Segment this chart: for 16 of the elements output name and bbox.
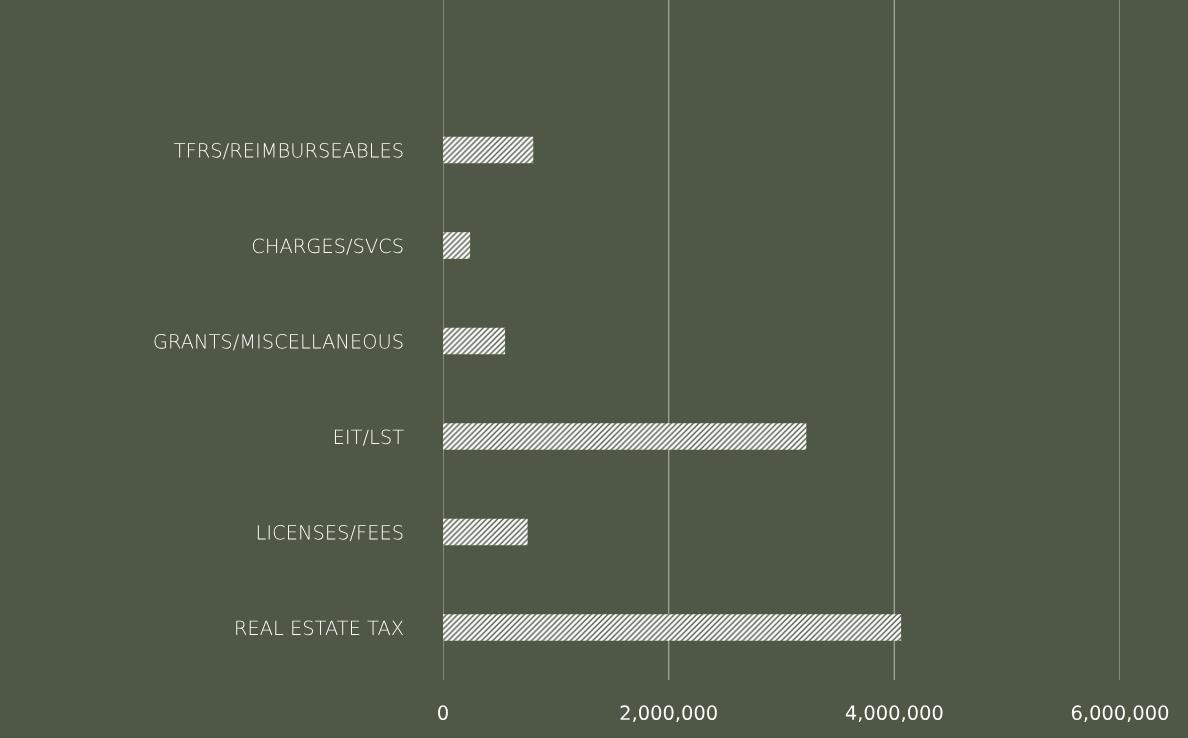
y-tick-label: CHARGES/SVCS bbox=[252, 238, 403, 255]
x-tick-label: 2,000,000 bbox=[620, 705, 717, 723]
y-tick-label: GRANTS/MISCELLANEOUS bbox=[154, 333, 403, 351]
bar bbox=[443, 423, 807, 450]
bar bbox=[443, 136, 534, 164]
x-tick-label: 0 bbox=[438, 705, 448, 721]
bar bbox=[443, 614, 902, 641]
bar bbox=[443, 518, 528, 546]
y-tick-label: LICENSES/FEES bbox=[257, 524, 403, 542]
bar bbox=[443, 327, 506, 355]
y-tick-label: TFRS/REIMBURSEABLES bbox=[174, 142, 403, 160]
y-tick-label: REAL ESTATE TAX bbox=[236, 620, 404, 636]
y-tick-label: EIT/LST bbox=[334, 429, 404, 446]
bar bbox=[443, 232, 471, 259]
x-tick-label: 4,000,000 bbox=[845, 705, 943, 723]
x-tick-label: 6,000,000 bbox=[1071, 705, 1169, 723]
